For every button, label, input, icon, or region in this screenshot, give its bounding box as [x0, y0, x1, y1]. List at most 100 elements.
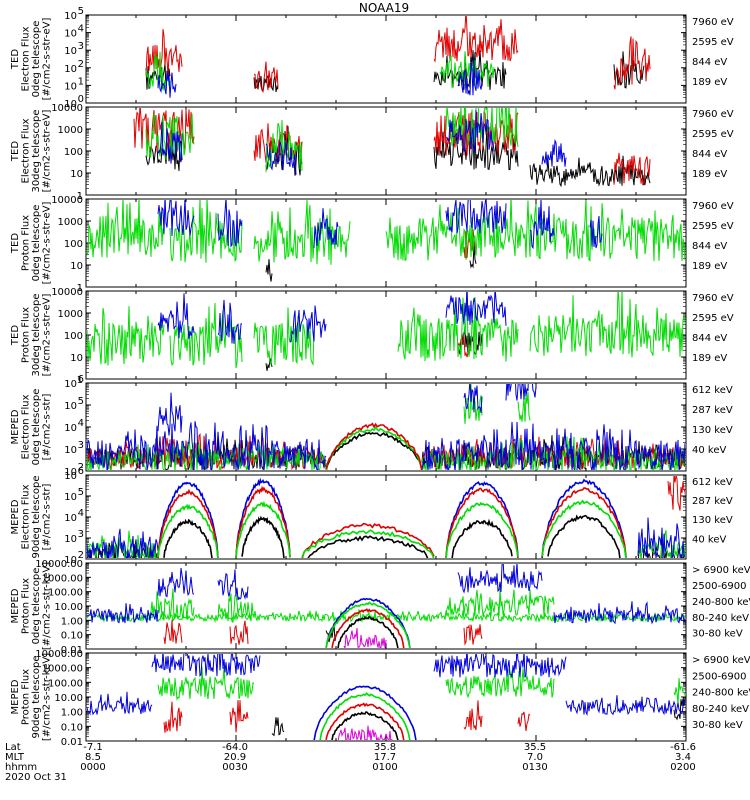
y-tick-label: 1000.00	[42, 573, 83, 584]
series-trace-30-80-kev	[157, 567, 195, 598]
belt-arc-green	[445, 501, 519, 558]
series-trace-844-ev	[169, 302, 243, 369]
series-trace-612-kev	[87, 438, 327, 470]
legend-entry-189-ev: 189 eV	[692, 169, 727, 180]
panel-data	[87, 476, 685, 558]
series-trace-130-kev	[87, 439, 327, 470]
y-tick-exponent: 2	[78, 462, 84, 473]
series-trace-2595-ev	[433, 16, 519, 63]
axis-tick-hhmm: 0100	[372, 762, 397, 773]
ylabel-line: [#/cm2-s-str-keV]	[42, 653, 53, 741]
series-trace-7960-ev	[469, 245, 477, 269]
belt-arc-blue	[445, 481, 519, 558]
legend-entry-189-ev: 189 eV	[692, 77, 727, 88]
legend-entry-2595-ev: 2595 eV	[692, 313, 734, 324]
y-tick-label: 10	[64, 81, 77, 92]
ylabel-line: MEPED	[10, 409, 21, 444]
axis-row-label: hhmm	[5, 762, 37, 773]
axis-tick-mlt: 7.0	[527, 752, 543, 763]
series-trace-189-ev	[157, 71, 177, 98]
legend-entry-40-kev: 40 keV	[692, 534, 726, 545]
belt-arc-blue	[313, 685, 417, 740]
ylabel-line: [#/cm2-s-str]	[42, 483, 53, 550]
ylabel-line: [#/cm2-s-str-eV]	[42, 110, 53, 193]
axis-tick-mlt: 8.5	[85, 752, 101, 763]
series-trace-844-ev	[145, 113, 195, 160]
y-tick-exponent: 5	[78, 487, 84, 498]
belt-arc-red	[541, 487, 627, 558]
series-trace-240-800-kev	[517, 711, 531, 732]
y-tick-label: 100	[64, 331, 83, 342]
series-trace-2595-ev	[254, 61, 279, 93]
belt-arc-green	[541, 499, 627, 558]
axis-tick-lat: -61.6	[670, 742, 696, 753]
series-trace-40-kev	[157, 392, 183, 436]
series-trace-2500-6900	[271, 717, 285, 737]
series-trace-189-ev	[157, 200, 195, 237]
belt-arc-red	[157, 488, 219, 558]
belt-arc-black	[331, 711, 399, 740]
axis-tick-hhmm: 0200	[670, 762, 695, 773]
y-tick-label: 10	[64, 555, 77, 566]
axis-tick-hhmm: 0130	[522, 762, 547, 773]
legend-entry-844-ev: 844 eV	[692, 149, 727, 160]
ylabel-line: 0deg telescope	[31, 21, 42, 98]
belt-arc-red	[301, 522, 435, 558]
series-trace-844-ev	[87, 200, 165, 258]
series-trace-40-kev	[505, 384, 537, 401]
ylabel-line: [#/cm2-s-str-eV]	[42, 202, 53, 285]
axis-date: 2020 Oct 31	[5, 772, 67, 783]
y-tick-label: 1.00	[61, 708, 83, 719]
y-tick-label: 10.00	[54, 693, 83, 704]
y-tick-label: 10	[64, 401, 77, 412]
legend-entry-7960-ev: 7960 eV	[692, 293, 734, 304]
y-tick-label: 10	[64, 467, 77, 478]
axis-tick-lat: -7.1	[83, 742, 103, 753]
legend-entry-844-ev: 844 eV	[692, 333, 727, 344]
y-tick-exponent: 3	[78, 529, 84, 540]
legend-entry-240-800-kev: 240-800 keV	[692, 688, 750, 699]
y-tick-label: 1	[77, 283, 83, 294]
belt-arc-red	[325, 702, 405, 740]
series-trace-30-80-kev	[457, 564, 543, 594]
series-trace-189-ev	[313, 208, 339, 248]
series-trace-30-80-kev	[217, 569, 249, 601]
legend-entry-7960-ev: 7960 eV	[692, 17, 734, 28]
ylabel-line: Electron Flux	[21, 394, 32, 459]
ylabel-line: MEPED	[10, 679, 21, 714]
ylabel-line: Proton Flux	[21, 669, 32, 725]
series-trace-189-ev	[217, 200, 243, 248]
series-trace-189-ev	[157, 293, 195, 340]
legend-entry-2595-ev: 2595 eV	[692, 37, 734, 48]
panel-ylabel: MEPEDProton Flux0deg telescope[#/cm2-s-s…	[10, 562, 53, 650]
y-tick-exponent: 4	[78, 24, 84, 35]
panel-ylabel: MEPEDElectron Flux0deg telescope[#/cm2-s…	[10, 389, 53, 466]
series-trace-2595-ev	[613, 152, 651, 186]
belt-arc-black	[547, 514, 621, 558]
series-trace-189-ev	[445, 200, 507, 234]
y-tick-label: 1	[77, 375, 83, 386]
y-tick-label: 10	[64, 29, 77, 40]
ylabel-line: Proton Flux	[21, 578, 32, 634]
axis-row-label: MLT	[5, 752, 25, 763]
series-trace-240-800-kev	[463, 624, 483, 646]
ylabel-line: 0deg telescope	[31, 205, 42, 282]
legend-entry-287-kev: 287 keV	[692, 496, 733, 507]
panel-legend: > 6900 keV 2500-6900 240-800 keV 80-240 keV…	[692, 565, 750, 640]
series-trace-7960-ev	[253, 75, 279, 93]
panel-ylabel: MEPEDProton Flux90deg telescope[#/cm2-s-…	[10, 653, 53, 741]
series-trace-130-kev	[463, 384, 483, 424]
series-trace-80-240-kev	[445, 588, 555, 617]
panel-ylabel: TEDProton Flux30deg telescope[#/cm2-s-st…	[10, 293, 53, 376]
series-trace-189-ev	[217, 299, 243, 344]
belt-arc-blue	[157, 481, 219, 558]
panel-8: 0.010.101.0010.00100.001000.0010000.00ME…	[10, 649, 750, 748]
series-trace-2595-ev	[145, 29, 183, 76]
series-trace-80-240-kev	[157, 666, 255, 701]
series-trace-189-ev	[589, 215, 603, 249]
ylabel-line: Electron Flux	[21, 26, 32, 91]
ylabel-line: [#/cm2-s-str-keV]	[42, 562, 53, 650]
